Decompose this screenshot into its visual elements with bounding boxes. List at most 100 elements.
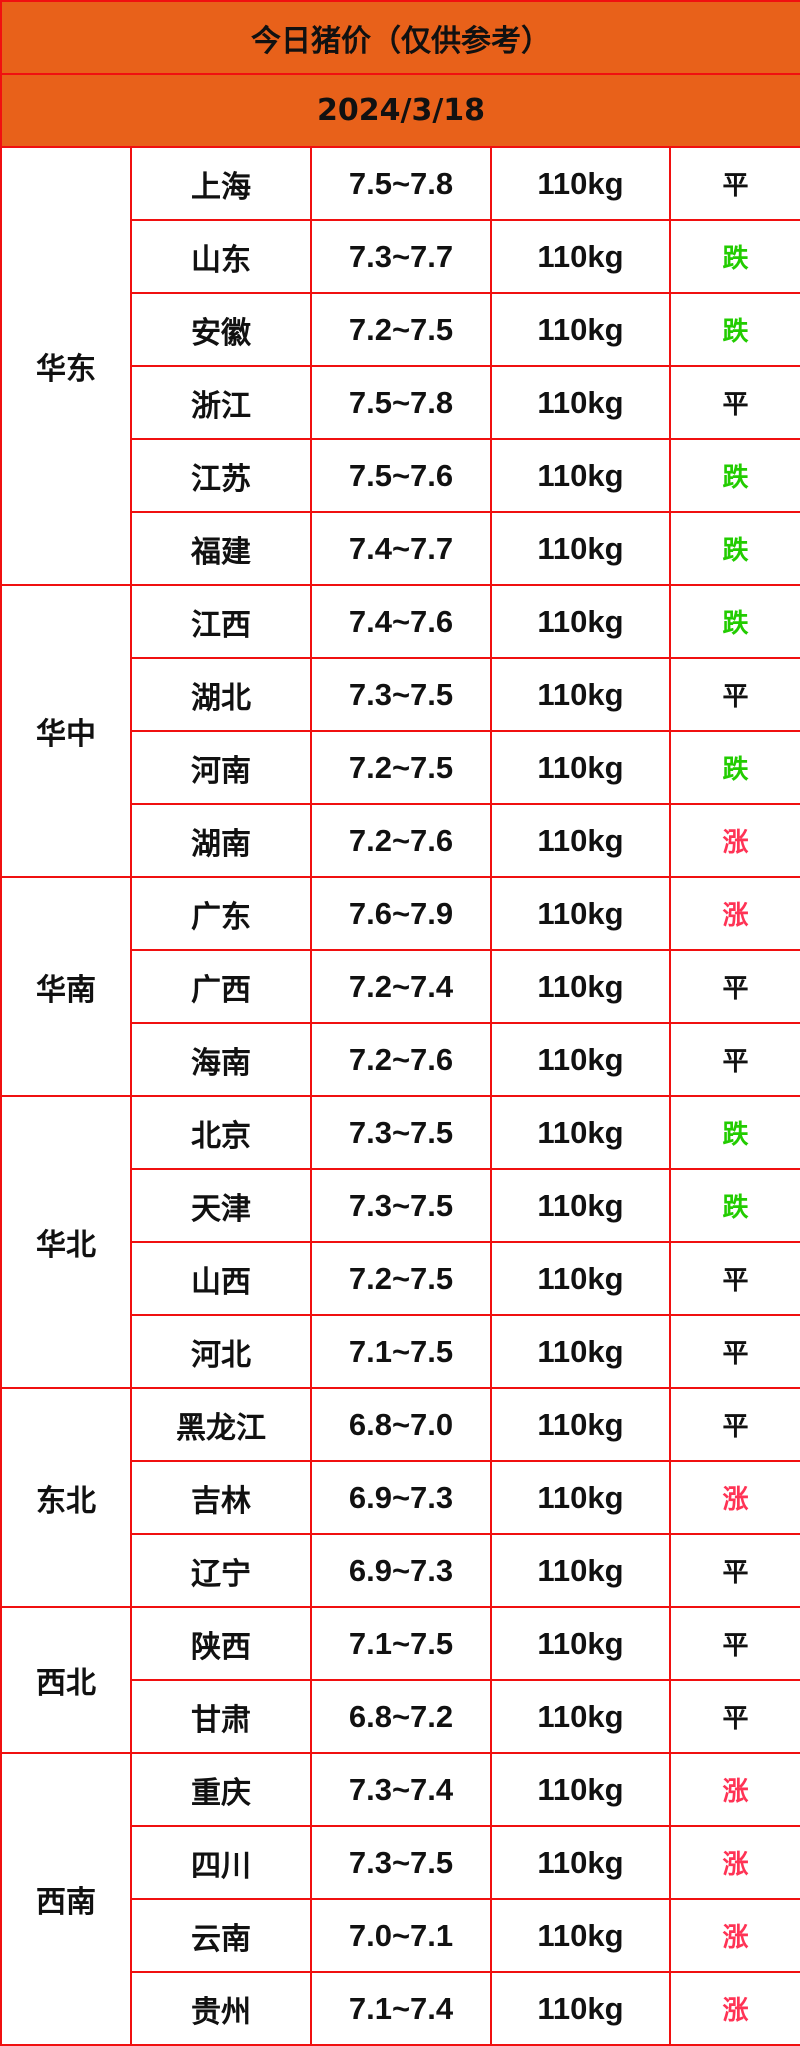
price-cell: 7.6~7.9 [310,876,492,951]
table-row: 天津 7.3~7.5 110kg 跌 [1,1168,800,1243]
table-row: 广西 7.2~7.4 110kg 平 [1,949,800,1024]
table-date: 2024/3/18 [0,73,800,148]
price-cell: 7.1~7.4 [310,1971,492,2046]
trend-cell: 跌 [668,730,800,805]
table-row: 华东 上海 7.5~7.8 110kg 平 [0,146,800,586]
province-cell: 山东 [130,219,312,294]
province-cell: 贵州 [130,1971,312,2046]
price-cell: 7.3~7.5 [310,657,492,732]
trend-cell: 涨 [668,1752,800,1827]
price-cell: 7.2~7.5 [310,730,492,805]
table-row: 云南 7.0~7.1 110kg 涨 [1,1898,800,1973]
weight-cell: 110kg [490,219,671,294]
weight-cell: 110kg [490,1168,671,1243]
price-cell: 7.2~7.6 [310,803,492,878]
table-row: 湖北 7.3~7.5 110kg 平 [1,657,800,732]
date-row: 2024/3/18 [0,73,800,148]
trend-cell: 涨 [668,803,800,878]
table-row: 四川 7.3~7.5 110kg 涨 [1,1825,800,1900]
weight-cell: 110kg [490,1241,671,1316]
province-cell: 广西 [130,949,312,1024]
province-cell: 河北 [130,1314,312,1389]
trend-cell: 涨 [668,876,800,951]
trend-cell: 平 [668,146,800,221]
province-cell: 吉林 [130,1460,312,1535]
price-cell: 7.3~7.5 [310,1825,492,1900]
trend-cell: 平 [668,1387,800,1462]
province-cell: 上海 [130,146,312,221]
weight-cell: 110kg [490,803,671,878]
trend-cell: 平 [668,1679,800,1754]
weight-cell: 110kg [490,365,671,440]
trend-cell: 跌 [668,292,800,367]
province-cell: 浙江 [130,365,312,440]
weight-cell: 110kg [490,1095,671,1170]
province-cell: 湖南 [130,803,312,878]
province-cell: 福建 [130,511,312,586]
weight-cell: 110kg [490,292,671,367]
province-cell: 河南 [130,730,312,805]
table-row: 湖南 7.2~7.6 110kg 涨 [1,803,800,878]
trend-cell: 涨 [668,1825,800,1900]
weight-cell: 110kg [490,1533,671,1608]
weight-cell: 110kg [490,511,671,586]
table-row: 西南 重庆 7.3~7.4 110kg 涨 [0,1752,800,2046]
province-cell: 江西 [130,584,312,659]
weight-cell: 110kg [490,146,671,221]
price-cell: 6.8~7.0 [310,1387,492,1462]
trend-cell: 涨 [668,1971,800,2046]
table-row: 福建 7.4~7.7 110kg 跌 [1,511,800,586]
province-cell: 辽宁 [130,1533,312,1608]
price-cell: 7.2~7.6 [310,1022,492,1097]
trend-cell: 跌 [668,1095,800,1170]
title-row: 今日猪价（仅供参考） [0,0,800,75]
province-cell: 云南 [130,1898,312,1973]
price-cell: 7.5~7.8 [310,365,492,440]
trend-cell: 涨 [668,1460,800,1535]
province-cell: 湖北 [130,657,312,732]
trend-cell: 平 [668,365,800,440]
price-cell: 7.4~7.6 [310,584,492,659]
price-cell: 6.8~7.2 [310,1679,492,1754]
price-cell: 7.3~7.7 [310,219,492,294]
province-cell: 黑龙江 [130,1387,312,1462]
weight-cell: 110kg [490,876,671,951]
province-cell: 重庆 [130,1752,312,1827]
weight-cell: 110kg [490,1898,671,1973]
region-cell: 华南 [0,876,132,1097]
price-cell: 7.0~7.1 [310,1898,492,1973]
weight-cell: 110kg [490,1825,671,1900]
weight-cell: 110kg [490,657,671,732]
price-cell: 6.9~7.3 [310,1533,492,1608]
weight-cell: 110kg [490,1460,671,1535]
region-cell: 东北 [0,1387,132,1608]
province-cell: 天津 [130,1168,312,1243]
trend-cell: 跌 [668,1168,800,1243]
province-cell: 陕西 [130,1606,312,1681]
region-cell: 华北 [0,1095,132,1389]
province-cell: 安徽 [130,292,312,367]
price-cell: 7.1~7.5 [310,1606,492,1681]
price-cell: 7.1~7.5 [310,1314,492,1389]
region-cell: 华中 [0,584,132,878]
table-row: 山西 7.2~7.5 110kg 平 [1,1241,800,1316]
table-row: 华北 北京 7.3~7.5 110kg 跌 [0,1095,800,1389]
trend-cell: 跌 [668,584,800,659]
price-cell: 7.3~7.5 [310,1168,492,1243]
trend-cell: 平 [668,1314,800,1389]
price-cell: 7.3~7.4 [310,1752,492,1827]
weight-cell: 110kg [490,1022,671,1097]
table-row: 辽宁 6.9~7.3 110kg 平 [1,1533,800,1608]
weight-cell: 110kg [490,730,671,805]
table-row: 甘肃 6.8~7.2 110kg 平 [1,1679,800,1754]
price-cell: 7.2~7.5 [310,1241,492,1316]
table-row: 浙江 7.5~7.8 110kg 平 [1,365,800,440]
trend-cell: 平 [668,1606,800,1681]
weight-cell: 110kg [490,1387,671,1462]
province-cell: 江苏 [130,438,312,513]
price-cell: 7.5~7.6 [310,438,492,513]
table-row: 西北 陕西 7.1~7.5 110kg 平 [0,1606,800,1754]
weight-cell: 110kg [490,584,671,659]
table-row: 河南 7.2~7.5 110kg 跌 [1,730,800,805]
